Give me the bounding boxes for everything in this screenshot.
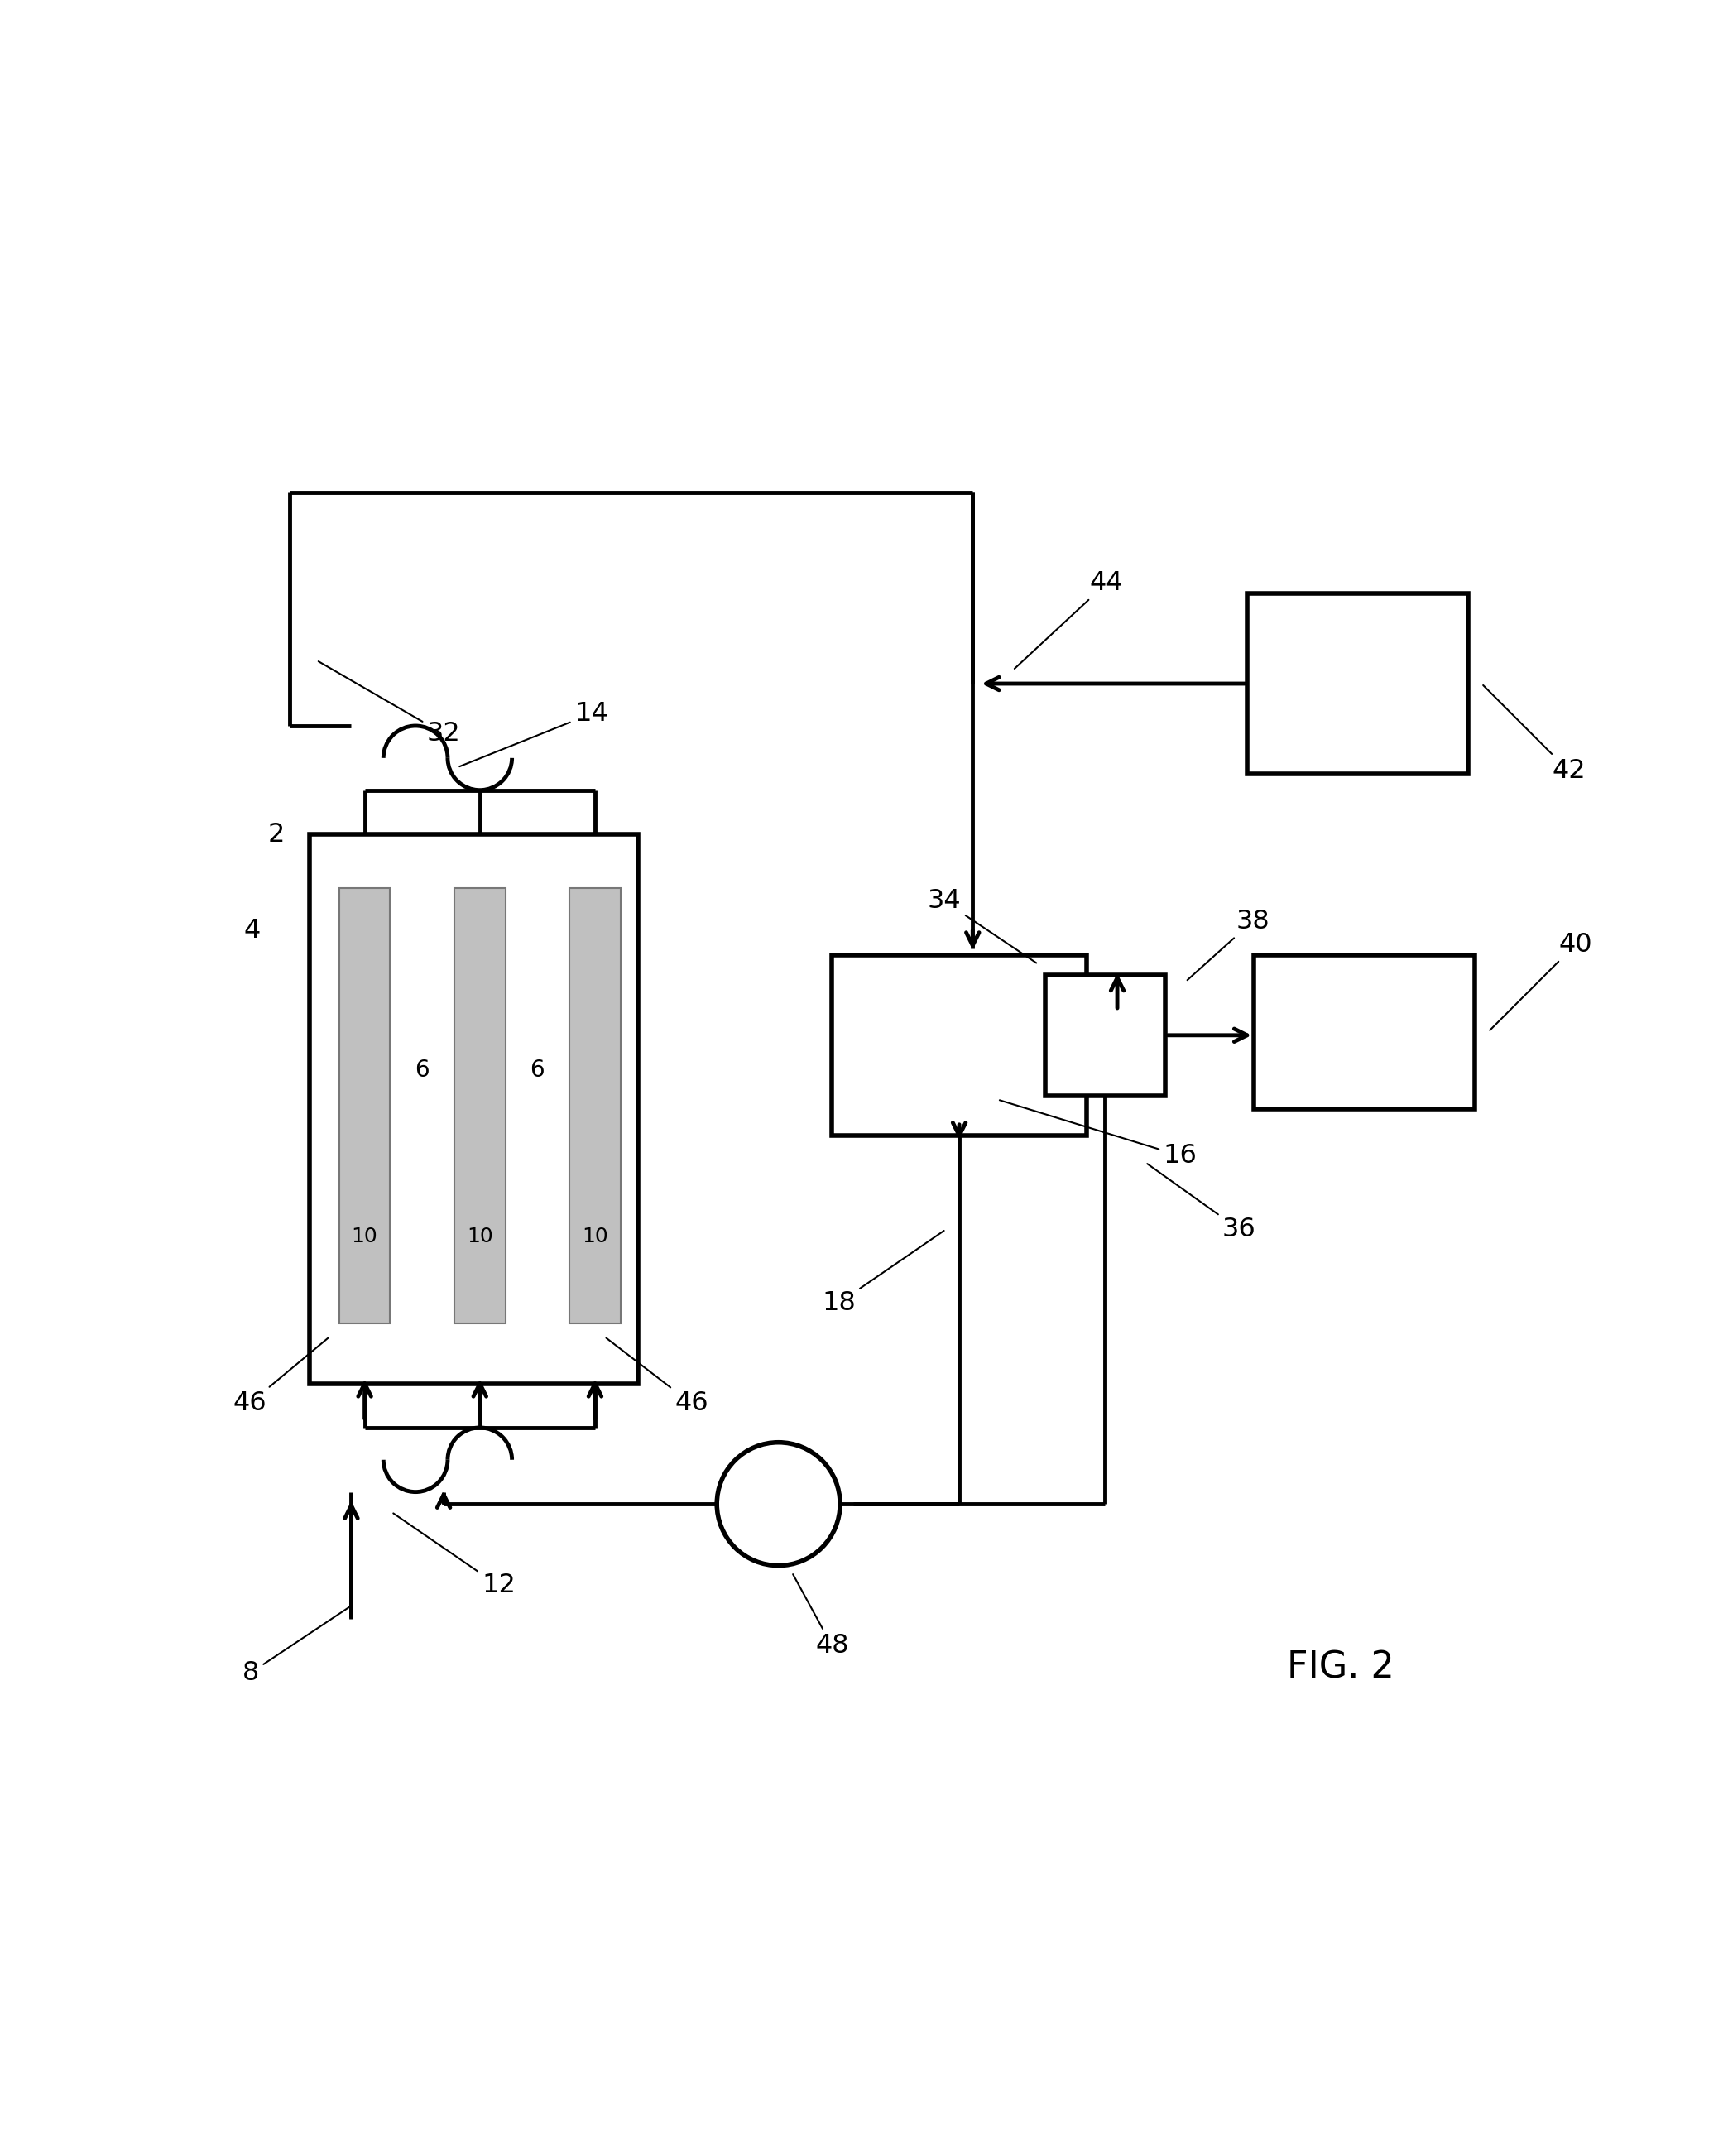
Bar xyxy=(1255,955,1476,1108)
Text: 8: 8 xyxy=(242,1606,349,1686)
Bar xyxy=(339,888,391,1324)
Bar xyxy=(833,955,1087,1136)
Text: 6: 6 xyxy=(530,1059,544,1082)
Text: 34: 34 xyxy=(928,888,1037,964)
Text: 16: 16 xyxy=(999,1100,1198,1169)
Text: 12: 12 xyxy=(394,1514,515,1598)
Bar xyxy=(570,888,620,1324)
Text: 10: 10 xyxy=(351,1227,378,1246)
Bar xyxy=(309,834,638,1384)
Text: 38: 38 xyxy=(1187,908,1270,981)
Text: 10: 10 xyxy=(582,1227,608,1246)
Text: 40: 40 xyxy=(1490,931,1591,1031)
Bar xyxy=(1045,975,1165,1095)
Text: FIG. 2: FIG. 2 xyxy=(1287,1649,1394,1686)
Text: 6: 6 xyxy=(415,1059,430,1082)
Text: 2: 2 xyxy=(268,821,285,847)
Text: 14: 14 xyxy=(460,701,608,768)
Text: 48: 48 xyxy=(793,1574,848,1658)
Text: 10: 10 xyxy=(467,1227,492,1246)
Text: 18: 18 xyxy=(823,1231,943,1315)
Text: 4: 4 xyxy=(244,918,261,944)
Text: 46: 46 xyxy=(607,1339,708,1416)
Bar xyxy=(1248,593,1469,774)
Text: 36: 36 xyxy=(1147,1164,1256,1242)
Text: 42: 42 xyxy=(1483,686,1586,783)
Text: 46: 46 xyxy=(233,1339,328,1416)
Text: 44: 44 xyxy=(1014,571,1123,668)
Text: 32: 32 xyxy=(318,662,461,746)
Bar xyxy=(454,888,505,1324)
